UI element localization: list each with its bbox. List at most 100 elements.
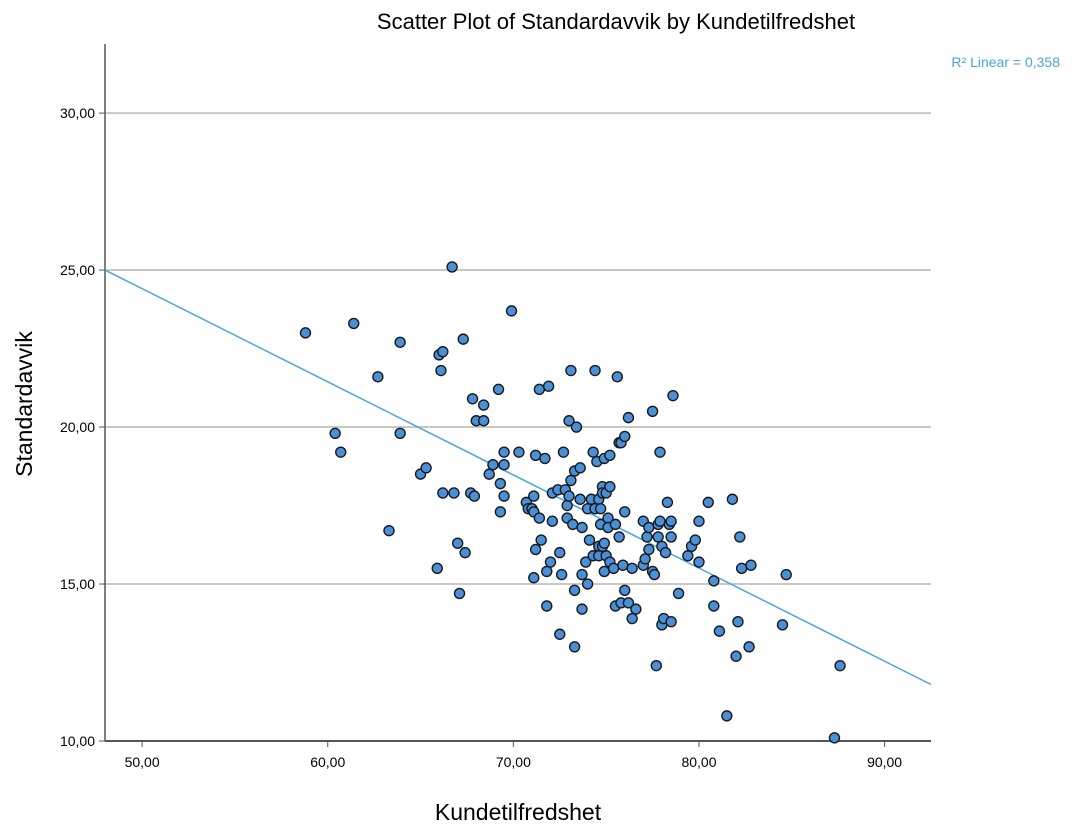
scatter-point — [693, 515, 705, 527]
scatter-point — [329, 427, 341, 440]
scatter-point — [372, 371, 384, 383]
scatter-point — [448, 487, 460, 499]
fit-line-layer — [104, 269, 932, 686]
scatter-point — [650, 659, 662, 672]
scatter-point — [567, 518, 579, 531]
scatter-point — [708, 575, 720, 587]
scatter-point — [667, 389, 679, 402]
scatter-point — [348, 317, 360, 330]
scatter-point — [533, 512, 546, 524]
scatter-point — [693, 556, 705, 568]
scatter-point — [563, 490, 575, 502]
scatter-point — [533, 383, 546, 396]
scatter-point — [659, 546, 672, 559]
scatter-point — [622, 411, 635, 424]
scatter-point — [726, 493, 739, 505]
grid-layer — [105, 112, 931, 586]
scatter-point — [576, 603, 588, 615]
scatter-point — [598, 537, 611, 549]
scatter-point — [594, 502, 607, 515]
scatter-point — [619, 584, 631, 596]
scatter-point — [554, 628, 566, 640]
scatter-point — [654, 515, 666, 527]
x-tick-label: 50,00 — [125, 754, 160, 770]
scatter-point — [643, 521, 655, 534]
scatter-point — [477, 399, 490, 411]
scatter-point — [529, 543, 542, 556]
scatter-point — [630, 603, 642, 615]
scatter-point — [457, 333, 469, 345]
scatter-point — [672, 587, 685, 600]
scatter-point — [780, 568, 792, 581]
scatter-point — [563, 415, 575, 427]
scatter-point — [451, 537, 464, 549]
scatter-point — [583, 534, 596, 546]
scatter-point — [613, 531, 625, 543]
scatter-point — [494, 477, 507, 490]
y-tick-label: 15,00 — [60, 576, 95, 592]
scatter-point — [513, 446, 525, 458]
y-tick-label: 30,00 — [60, 105, 95, 121]
fit-line-label: R² Linear = 0,358 — [951, 54, 1060, 70]
scatter-point — [466, 393, 479, 405]
scatter-point — [689, 534, 701, 546]
scatter-point — [622, 597, 635, 609]
scatter-point — [542, 380, 555, 392]
y-tick-label: 25,00 — [60, 262, 95, 278]
scatter-point — [576, 521, 588, 534]
y-axis-title: Standardavvik — [11, 331, 37, 477]
scatter-point — [652, 531, 664, 543]
scatter-point — [492, 383, 505, 396]
scatter-point — [557, 446, 570, 458]
scatter-point — [529, 449, 542, 461]
scatter-point — [730, 650, 742, 662]
y-tick-label: 10,00 — [60, 733, 95, 749]
scatter-point — [611, 371, 624, 383]
scatter-point — [834, 659, 846, 672]
scatter-point — [453, 587, 466, 600]
scatter-point — [468, 490, 481, 502]
scatter-point — [604, 449, 616, 461]
scatter-point — [565, 474, 577, 487]
scatter-point — [539, 452, 551, 465]
scatter-point — [437, 345, 449, 358]
scatter-point — [721, 710, 733, 722]
scatter-point — [626, 562, 638, 575]
x-tick-label: 70,00 — [496, 754, 531, 770]
scatter-point — [609, 518, 622, 531]
scatter-point — [335, 446, 347, 458]
fit-line — [104, 269, 932, 686]
scatter-point — [528, 490, 540, 502]
scatter-point — [498, 446, 510, 458]
scatter-point — [626, 612, 638, 625]
scatter-point — [555, 568, 568, 581]
scatter-point — [587, 446, 599, 458]
scatter-point — [641, 531, 653, 543]
scatter-point — [446, 261, 458, 273]
x-tick-label: 90,00 — [867, 754, 902, 770]
scatter-point — [437, 487, 449, 499]
scatter-point — [665, 515, 677, 527]
scatter-point — [745, 559, 757, 571]
scatter-point — [528, 572, 540, 584]
scatter-point — [734, 531, 746, 543]
tick-labels-layer: 10,00 15,00 20,00 25,00 30,00 50,00 60,00 70,00… — [60, 105, 902, 770]
scatter-point — [682, 550, 694, 562]
scatter-point — [505, 305, 518, 317]
scatter-point — [435, 364, 447, 377]
scatter-point — [702, 496, 714, 509]
x-axis-title: Kundetilfredshet — [435, 799, 602, 825]
scatter-point — [665, 615, 677, 628]
scatter-point — [546, 515, 559, 527]
scatter-point — [420, 462, 432, 474]
scatter-point — [554, 546, 566, 559]
points-layer — [299, 261, 846, 744]
axis-layer — [99, 44, 931, 747]
scatter-point — [574, 462, 586, 474]
scatter-point — [643, 543, 655, 556]
scatter-point — [617, 559, 629, 571]
scatter-point — [580, 556, 592, 568]
y-tick-label: 20,00 — [60, 419, 95, 435]
